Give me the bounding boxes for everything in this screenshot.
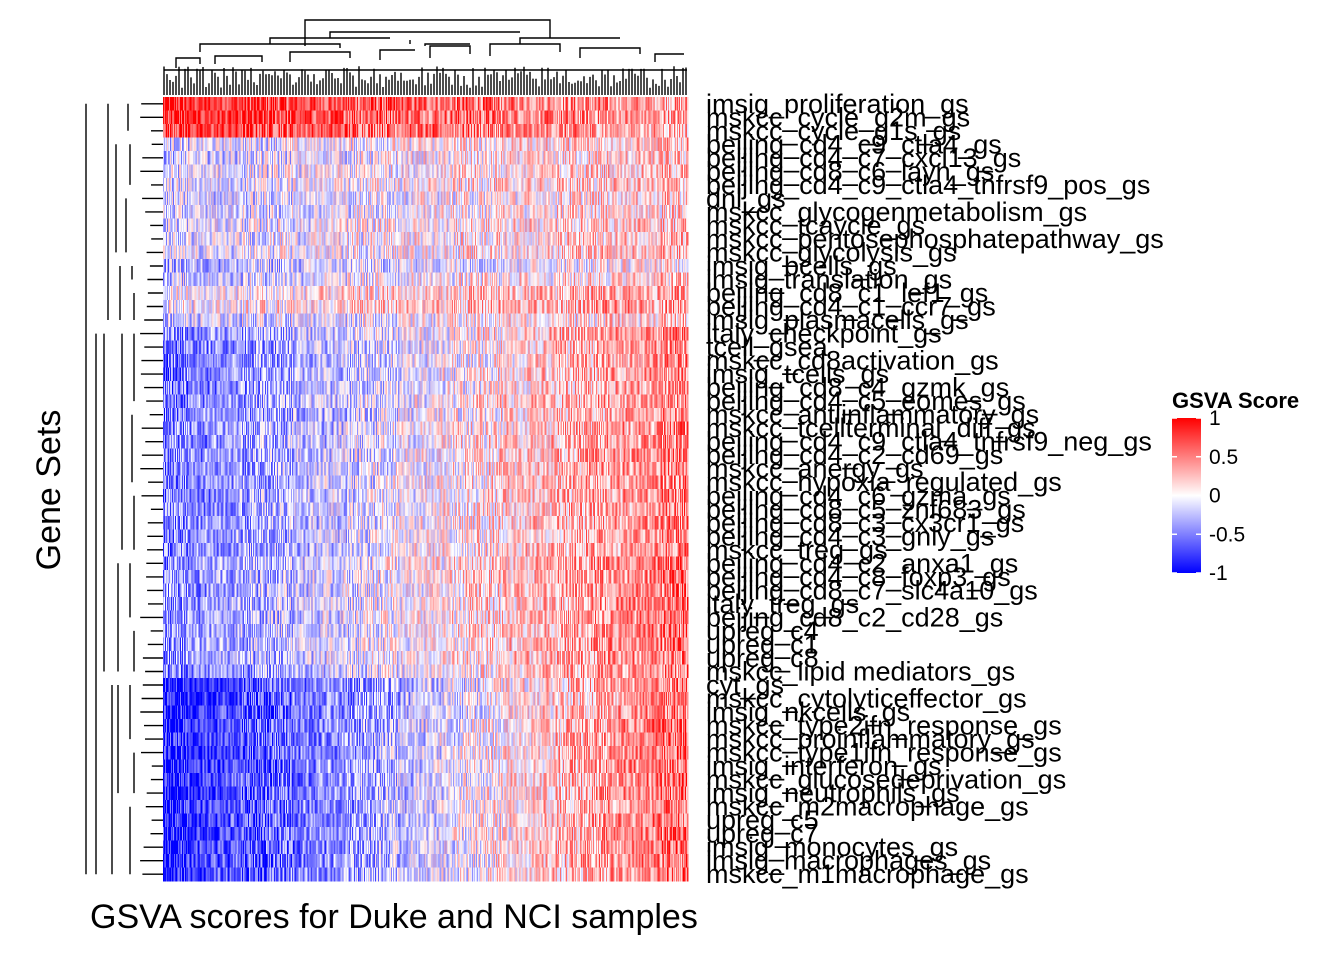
heatmap-cell xyxy=(687,111,689,125)
heatmap-cell xyxy=(687,97,689,111)
heatmap-cell xyxy=(687,165,689,179)
heatmap-row xyxy=(163,205,689,219)
heatmap-cell xyxy=(687,178,689,192)
heatmap-row xyxy=(163,151,689,165)
heatmap-cell xyxy=(687,138,689,152)
heatmap-row xyxy=(163,111,689,125)
heatmap-cells xyxy=(163,97,689,882)
heatmap-row xyxy=(163,165,689,179)
heatmap-row xyxy=(163,192,689,206)
heatmap-cell xyxy=(687,124,689,138)
heatmap-row xyxy=(163,178,689,192)
heatmap-row xyxy=(163,97,689,111)
heatmap-row xyxy=(163,219,689,233)
heatmap-row xyxy=(163,124,689,138)
heatmap-cell xyxy=(687,205,689,219)
heatmap-row xyxy=(163,138,689,152)
heatmap-cell xyxy=(687,192,689,206)
heatmap-cell xyxy=(687,151,689,165)
